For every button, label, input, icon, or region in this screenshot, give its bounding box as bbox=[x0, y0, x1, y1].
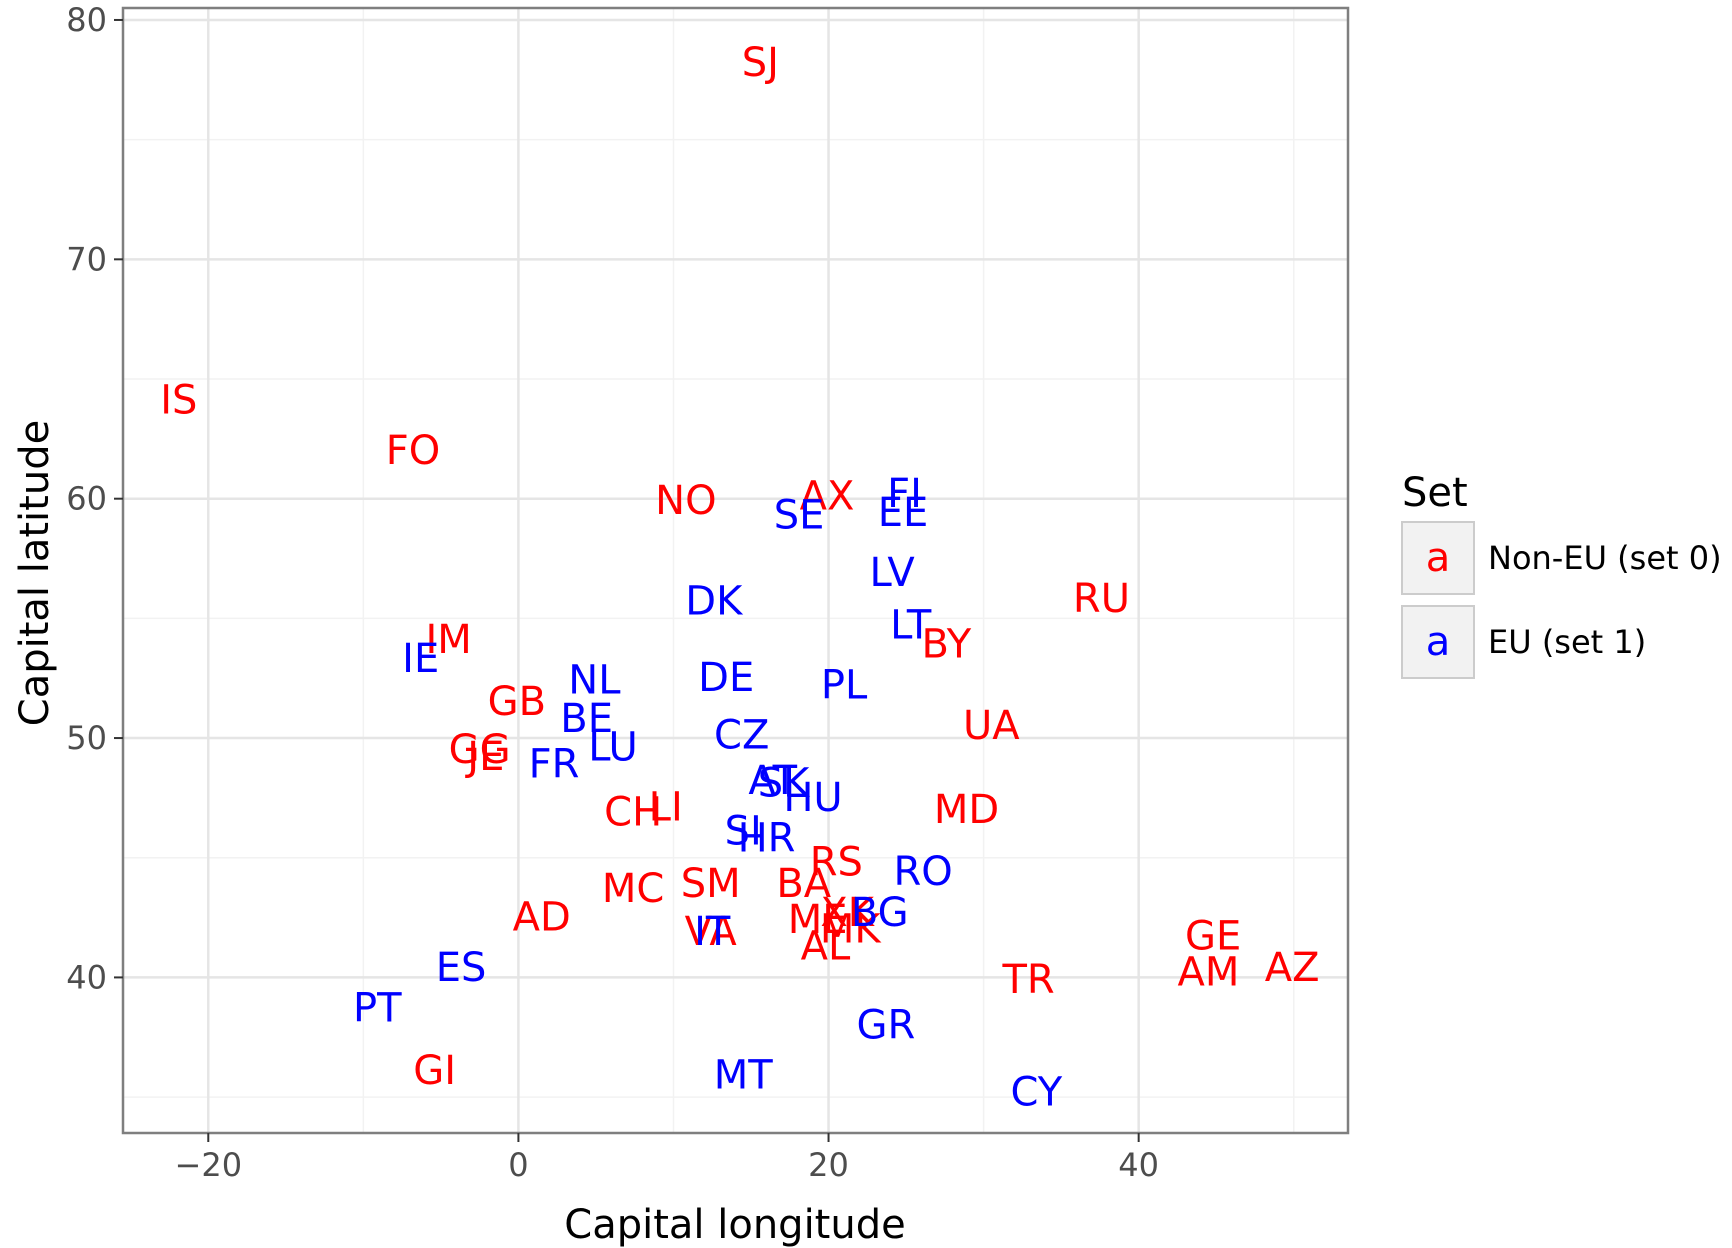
x-tick-label: 40 bbox=[1118, 1146, 1159, 1184]
x-tick-label: 0 bbox=[508, 1146, 528, 1184]
y-tick-label: 70 bbox=[66, 240, 107, 278]
x-tick-label: −20 bbox=[175, 1146, 243, 1184]
point-label-fr: FR bbox=[529, 741, 580, 787]
legend-key bbox=[1401, 605, 1475, 679]
point-label-cy: CY bbox=[1010, 1069, 1062, 1115]
point-label-ge: GE bbox=[1185, 914, 1241, 960]
point-label-ad: AD bbox=[513, 895, 571, 941]
point-label-gb: GB bbox=[488, 679, 546, 725]
point-label-ch: CH bbox=[604, 789, 662, 835]
legend: Set a Non-EU (set 0) a EU (set 1) bbox=[1401, 470, 1722, 679]
point-label-es: ES bbox=[436, 945, 487, 991]
point-label-ru: RU bbox=[1073, 576, 1130, 622]
point-label-ba: BA bbox=[776, 861, 831, 907]
point-label-no: NO bbox=[655, 478, 716, 524]
point-label-de: DE bbox=[698, 655, 754, 701]
y-tick-label: 60 bbox=[66, 480, 107, 518]
point-label-je: JE bbox=[464, 734, 504, 780]
gridlines bbox=[123, 8, 1348, 1133]
legend-title: Set bbox=[1402, 470, 1468, 516]
point-label-im: IM bbox=[425, 617, 471, 663]
point-label-at: AT bbox=[748, 758, 797, 804]
point-label-pl: PL bbox=[821, 662, 868, 708]
point-label-gg: GG bbox=[449, 727, 511, 773]
point-label-xk: XK bbox=[820, 890, 875, 936]
point-label-tr: TR bbox=[1001, 957, 1054, 1003]
point-label-si: SI bbox=[725, 808, 762, 854]
point-label-sk: SK bbox=[758, 761, 811, 807]
legend-entry-label: EU (set 1) bbox=[1488, 623, 1646, 661]
x-axis-title: Capital longitude bbox=[564, 1202, 905, 1248]
y-axis-title: Capital latitude bbox=[12, 420, 58, 726]
point-label-sm: SM bbox=[681, 861, 741, 907]
point-label-lv: LV bbox=[869, 550, 915, 596]
legend-key bbox=[1401, 521, 1475, 595]
point-label-gi: GI bbox=[413, 1048, 456, 1094]
point-label-be: BE bbox=[560, 696, 613, 742]
point-label-by: BY bbox=[922, 622, 972, 668]
y-tick-label: 40 bbox=[66, 958, 107, 996]
axes: −20 0 20 40 40 50 60 70 80 bbox=[66, 1, 1159, 1184]
legend-key-glyph: a bbox=[1426, 535, 1451, 581]
point-label-gr: GR bbox=[857, 1002, 916, 1048]
point-label-mc: MC bbox=[602, 866, 664, 912]
point-label-fi: FI bbox=[887, 471, 922, 517]
point-label-pt: PT bbox=[353, 986, 402, 1032]
point-label-am: AM bbox=[1178, 950, 1240, 996]
point-label-az: AZ bbox=[1265, 945, 1320, 991]
point-label-mk: MK bbox=[820, 907, 883, 953]
point-label-dk: DK bbox=[685, 579, 744, 625]
y-tick-label: 50 bbox=[66, 719, 107, 757]
point-label-cz: CZ bbox=[714, 713, 769, 759]
x-tick-label: 20 bbox=[808, 1146, 849, 1184]
point-label-hr: HR bbox=[738, 816, 796, 862]
point-label-ie: IE bbox=[402, 636, 439, 682]
point-label-hu: HU bbox=[783, 775, 842, 821]
point-label-lt: LT bbox=[890, 603, 932, 649]
point-label-lu: LU bbox=[588, 725, 638, 771]
point-label-is: IS bbox=[160, 378, 197, 424]
legend-key-glyph: a bbox=[1426, 619, 1451, 665]
point-label-ax: AX bbox=[800, 473, 855, 519]
point-label-md: MD bbox=[934, 787, 999, 833]
point-label-me: ME bbox=[788, 897, 848, 943]
point-label-nl: NL bbox=[568, 658, 621, 704]
point-label-li: LI bbox=[649, 784, 683, 830]
point-label-se: SE bbox=[774, 492, 825, 538]
point-label-it: IT bbox=[694, 909, 731, 955]
point-label-ua: UA bbox=[963, 703, 1020, 749]
point-label-fo: FO bbox=[386, 428, 441, 474]
panel-border bbox=[121, 6, 1350, 1135]
point-label-bg: BG bbox=[851, 890, 909, 936]
point-label-mt: MT bbox=[714, 1053, 774, 1099]
point-label-ro: RO bbox=[893, 849, 952, 895]
point-label-va: VA bbox=[685, 909, 738, 955]
point-label-al: AL bbox=[801, 923, 851, 969]
point-label-ee: EE bbox=[878, 490, 929, 536]
point-label-rs: RS bbox=[810, 840, 863, 886]
y-tick-label: 80 bbox=[66, 1, 107, 39]
legend-entry-label: Non-EU (set 0) bbox=[1488, 539, 1722, 577]
point-label-sj: SJ bbox=[742, 40, 779, 86]
